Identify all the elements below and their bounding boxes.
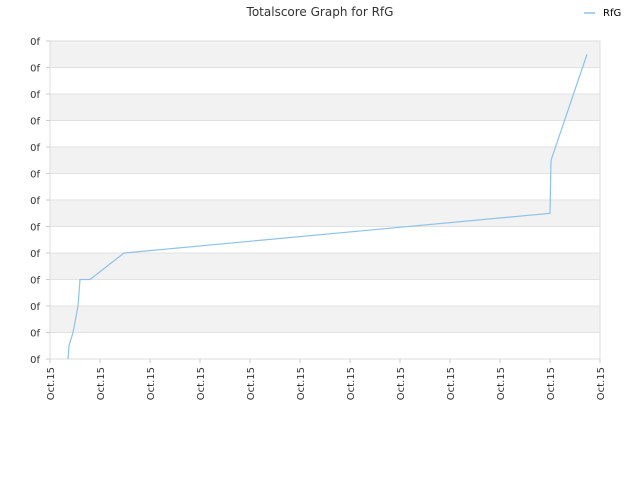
y-tick-label: 0f [30, 90, 40, 101]
chart-title: Totalscore Graph for RfG [246, 5, 394, 19]
x-tick-label: Oct.15 [96, 367, 107, 400]
x-tick-label: Oct.15 [346, 367, 357, 400]
x-tick-label: Oct.15 [546, 367, 557, 400]
y-tick-label: 0f [30, 329, 40, 340]
y-tick-label: 0f [30, 276, 40, 287]
grid-band [50, 306, 600, 333]
x-tick-label: Oct.15 [496, 367, 507, 400]
grid-band [50, 94, 600, 121]
y-tick-label: 0f [30, 37, 40, 48]
grid-band [50, 253, 600, 280]
x-axis: Oct.15 Oct.15 Oct.15 Oct.15 Oct.15 Oct.15 Oct.… [46, 359, 607, 400]
grid-band [50, 147, 600, 174]
y-tick-label: 0f [30, 143, 40, 154]
y-tick-label: 0f [30, 170, 40, 181]
y-axis: 0f 0f 0f 0f 0f 0f 0f 0f 0f 0f 0f 0f 0f [30, 37, 50, 366]
y-tick-label: 0f [30, 355, 40, 366]
x-tick-label: Oct.15 [446, 367, 457, 400]
x-tick-label: Oct.15 [146, 367, 157, 400]
y-tick-label: 0f [30, 64, 40, 75]
x-tick-label: Oct.15 [46, 367, 57, 400]
x-tick-label: Oct.15 [246, 367, 257, 400]
x-tick-label: Oct.15 [596, 367, 607, 400]
legend[interactable]: RfG [584, 8, 621, 19]
x-tick-label: Oct.15 [196, 367, 207, 400]
series-line-rfg [67, 54, 588, 360]
y-tick-label: 0f [30, 117, 40, 128]
x-tick-label: Oct.15 [396, 367, 407, 400]
series-layer [67, 54, 588, 360]
grid-band [50, 200, 600, 227]
y-tick-label: 0f [30, 302, 40, 313]
x-tick-label: Oct.15 [296, 367, 307, 400]
y-tick-label: 0f [30, 249, 40, 260]
grid-band [50, 41, 600, 68]
plot-bands [50, 41, 600, 333]
y-tick-label: 0f [30, 223, 40, 234]
legend-label-rfg: RfG [603, 8, 621, 19]
y-tick-label: 0f [30, 196, 40, 207]
